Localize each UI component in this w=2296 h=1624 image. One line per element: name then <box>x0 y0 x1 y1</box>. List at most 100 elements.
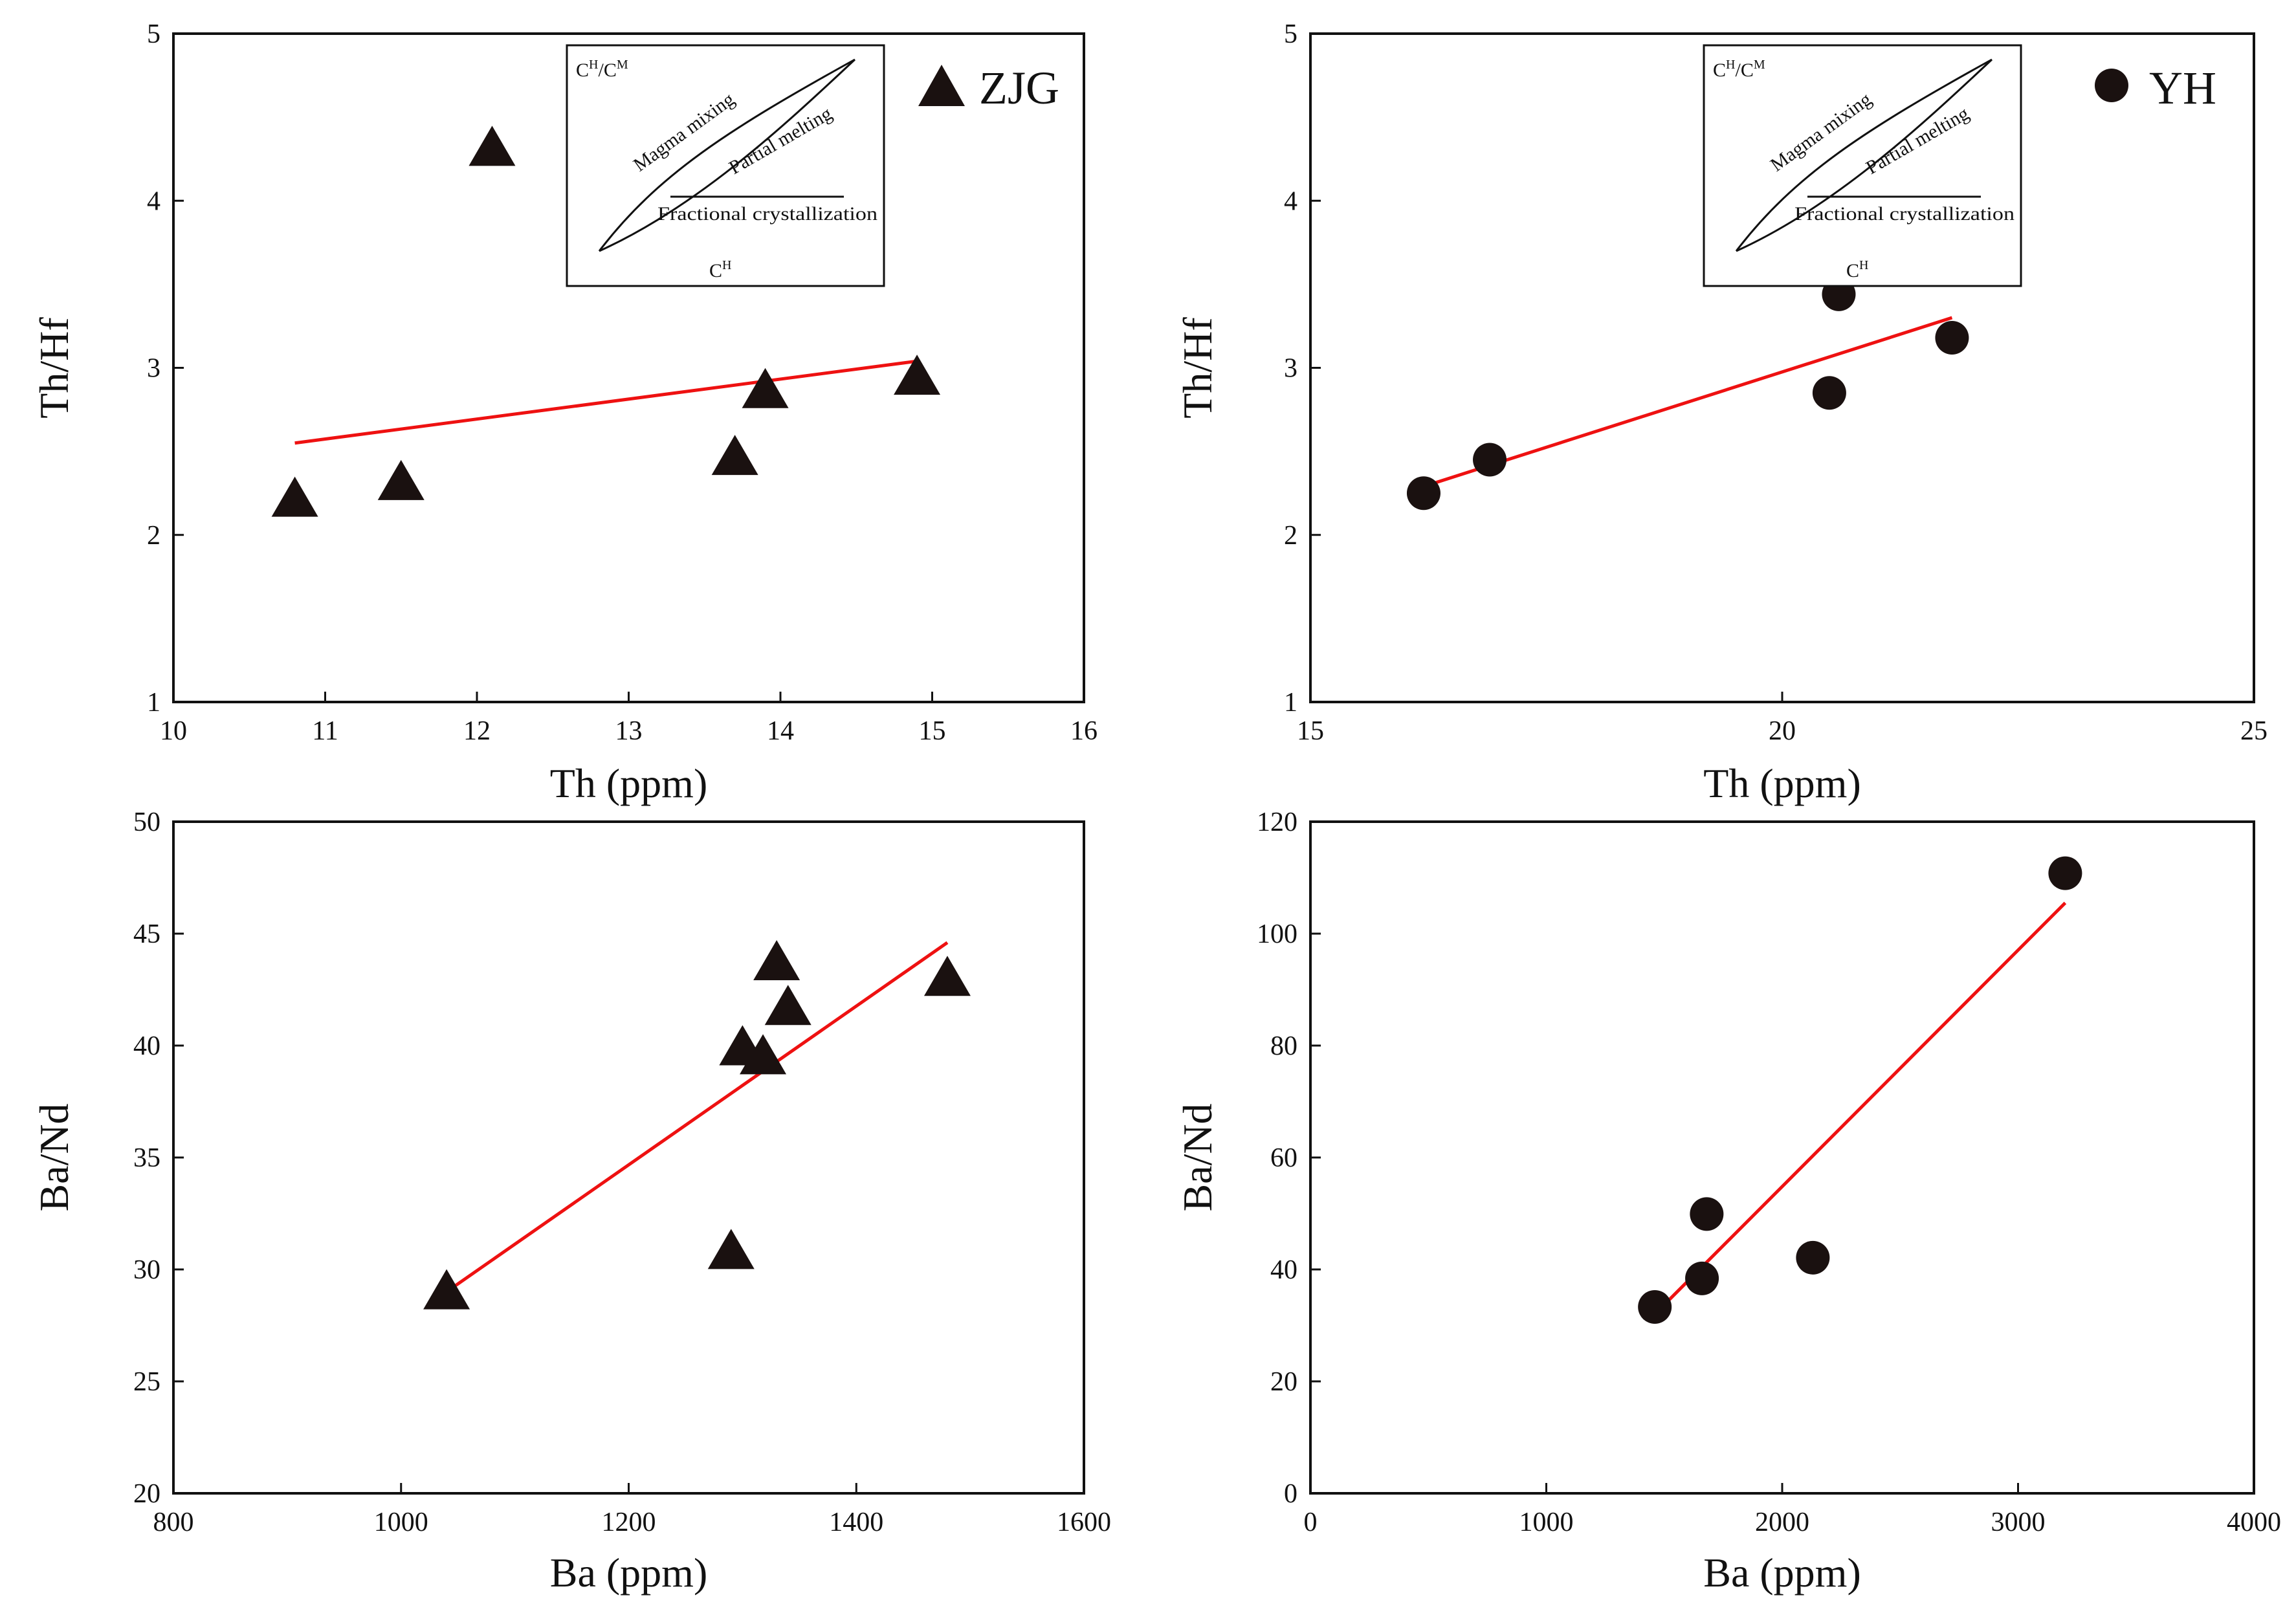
y-tick-label: 60 <box>1270 1143 1297 1173</box>
data-point-triangle <box>377 459 425 500</box>
y-tick-label: 20 <box>1270 1367 1297 1397</box>
trend-line <box>1423 316 1953 488</box>
trend-line <box>445 941 949 1293</box>
data-point-triangle <box>923 956 971 996</box>
inset-y-label-sup2: M <box>1754 58 1765 72</box>
y-tick-label: 50 <box>133 807 160 837</box>
y-tick-label: 2 <box>1284 521 1297 551</box>
inset-y-label-sep: / <box>1735 60 1741 81</box>
x-tick-label: 1000 <box>1519 1508 1574 1537</box>
legend-label: YH <box>2149 62 2216 114</box>
x-tick-label: 14 <box>767 716 794 746</box>
data-point-circle <box>1690 1197 1724 1231</box>
inset-x-label: CH <box>1846 258 1868 281</box>
data-point-circle <box>1812 376 1846 410</box>
inset-x-label-sup: H <box>722 258 731 272</box>
y-tick-label: 35 <box>133 1143 160 1173</box>
data-point-circle <box>1685 1261 1719 1295</box>
x-tick-label: 15 <box>1297 716 1324 746</box>
y-tick-label: 3 <box>147 354 160 384</box>
x-tick-label: 13 <box>615 716 643 746</box>
data-point-triangle <box>711 435 758 476</box>
x-tick-label: 20 <box>1769 716 1796 746</box>
data-point-triangle <box>894 355 941 395</box>
partial-melting-curve <box>599 58 856 252</box>
legend-label: ZJG <box>979 62 1059 114</box>
inset-y-label-sup1: H <box>589 58 598 72</box>
y-axis-title: Ba/Nd <box>31 1103 77 1211</box>
inset-y-label-sep: / <box>598 60 604 81</box>
data-point-circle <box>1638 1289 1672 1324</box>
data-point-triangle <box>740 1034 787 1075</box>
data-point-circle <box>1406 476 1441 510</box>
x-tick-label: 15 <box>919 716 946 746</box>
y-tick-label: 40 <box>133 1031 160 1061</box>
x-tick-label: 1200 <box>602 1508 656 1537</box>
inset-y-label-base2: C <box>604 60 617 81</box>
y-axis-title: Th/Hf <box>31 317 77 419</box>
magma-mixing-curve <box>1735 58 1992 252</box>
inset-y-label-sup2: M <box>617 58 628 72</box>
inset-y-label-sup1: H <box>1726 58 1735 72</box>
inset-y-label: CH/CM <box>1713 58 1765 81</box>
x-tick-label: 0 <box>1304 1508 1318 1537</box>
x-tick-label: 25 <box>2240 716 2268 746</box>
x-axis-title: Ba (ppm) <box>1703 1550 1861 1596</box>
x-tick-label: 11 <box>312 716 338 746</box>
x-tick-label: 10 <box>160 716 187 746</box>
x-tick-label: 2000 <box>1755 1508 1809 1537</box>
y-tick-label: 120 <box>1257 807 1297 837</box>
trend-line <box>1653 901 2067 1315</box>
fractional-crystallization-label: Fractional crystallization <box>1794 203 2015 225</box>
y-axis-title: Th/Hf <box>1175 317 1220 419</box>
data-point-circle <box>2048 856 2082 890</box>
y-tick-label: 5 <box>1284 19 1297 49</box>
x-tick-label: 1000 <box>374 1508 428 1537</box>
inset-frame <box>566 44 885 287</box>
y-tick-label: 4 <box>147 186 160 216</box>
trend-line <box>294 359 918 445</box>
magma-mixing-curve <box>598 58 855 252</box>
inset-x-label: CH <box>709 258 731 281</box>
y-axis-title: Ba/Nd <box>1175 1103 1220 1211</box>
inset-frame <box>1703 44 2022 287</box>
data-point-triangle <box>423 1269 470 1310</box>
inset-y-label-base: C <box>1713 60 1726 81</box>
inset-y-label-base: C <box>576 60 589 81</box>
panel-d-ba-vs-band-yh: 0 1000 2000 3000 4000 0 20 40 60 80 100 120 Ba (ppm)… <box>1175 807 2281 1596</box>
data-point-circle <box>1796 1240 1830 1275</box>
plot-frame <box>172 820 1085 1495</box>
partial-melting-curve <box>1736 58 1993 252</box>
fractional-crystallization-label: Fractional crystallization <box>657 203 878 225</box>
y-tick-label: 20 <box>133 1479 160 1509</box>
inset-x-label-base: C <box>1846 260 1859 281</box>
data-point-triangle <box>753 940 800 980</box>
y-tick-label: 4 <box>1284 186 1297 216</box>
x-tick-label: 16 <box>1070 716 1098 746</box>
y-tick-label: 1 <box>147 688 160 718</box>
inset-y-label: CH/CM <box>576 58 628 81</box>
y-tick-label: 2 <box>147 521 160 551</box>
x-axis-title: Ba (ppm) <box>550 1550 708 1596</box>
x-tick-label: 1400 <box>829 1508 883 1537</box>
y-tick-label: 5 <box>147 19 160 49</box>
x-tick-label: 4000 <box>2227 1508 2281 1537</box>
data-point-triangle <box>764 985 811 1026</box>
data-point-triangle <box>271 476 318 517</box>
inset-x-label-base: C <box>709 260 722 281</box>
legend-marker-circle <box>2095 69 2128 102</box>
legend-marker-triangle <box>918 65 965 106</box>
data-point-triangle <box>707 1229 755 1269</box>
x-axis-title: Th (ppm) <box>1703 760 1861 806</box>
panel-c-ba-vs-band-zjg: 800 1000 1200 1400 1600 20 25 30 35 40 45 50 Ba (ppm… <box>31 807 1111 1596</box>
x-tick-label: 1600 <box>1057 1508 1111 1537</box>
inset-y-label-base2: C <box>1741 60 1754 81</box>
x-tick-label: 12 <box>463 716 491 746</box>
plot-frame <box>1309 820 2255 1495</box>
y-tick-label: 40 <box>1270 1255 1297 1285</box>
data-point-triangle <box>469 126 516 166</box>
